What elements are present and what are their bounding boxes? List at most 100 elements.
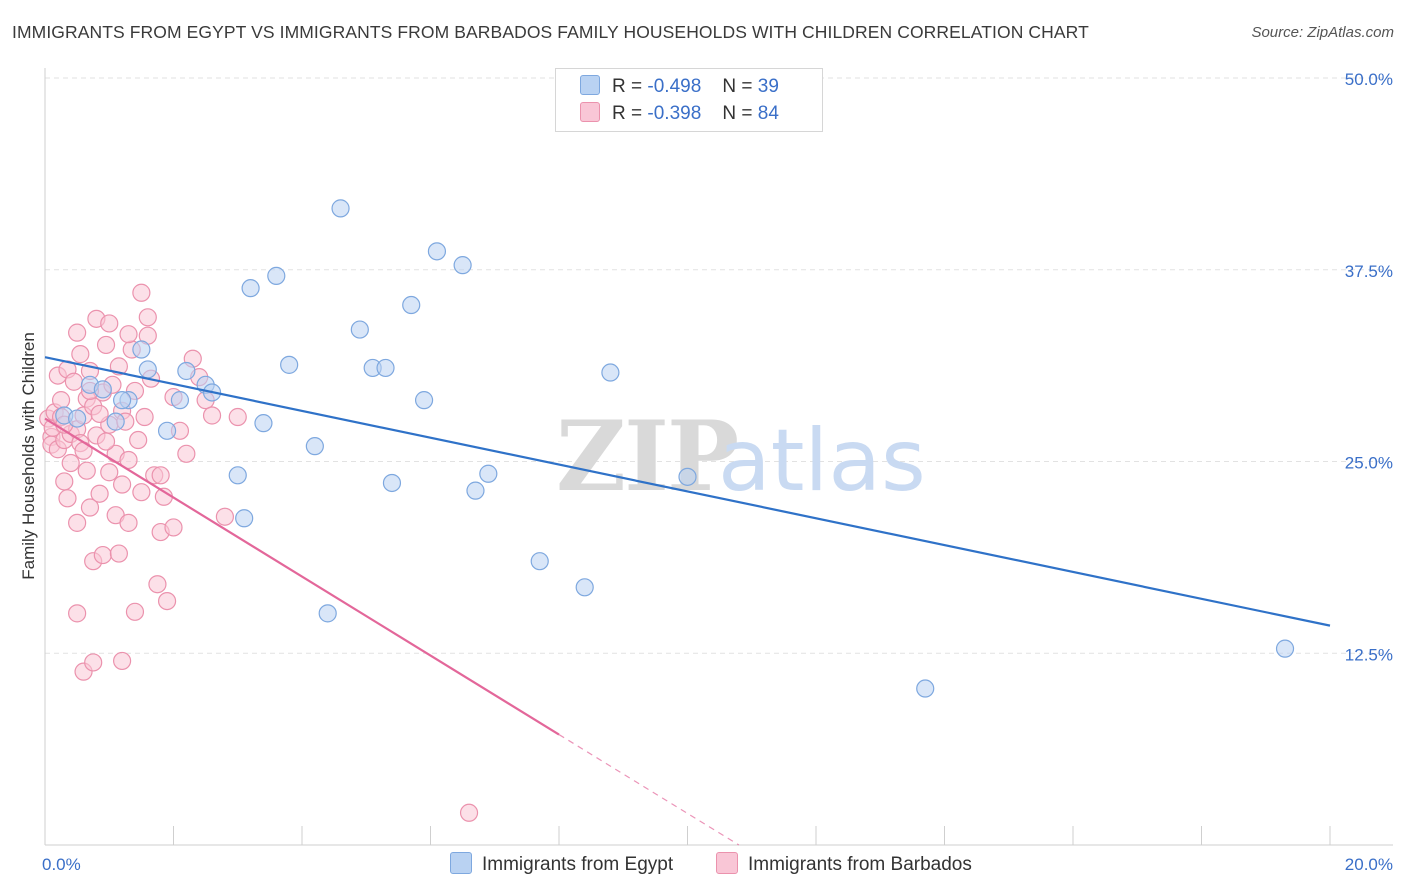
- barbados-point-33: [96, 335, 116, 355]
- egypt-point-37: [68, 409, 87, 428]
- egypt-legend-swatch: [450, 852, 472, 874]
- legend-row-egypt: R = -0.498 N = 39: [580, 75, 779, 99]
- barbados-point-65: [202, 406, 222, 425]
- egypt-point-25: [402, 295, 421, 315]
- chart-title: IMMIGRANTS FROM EGYPT VS IMMIGRANTS FROM…: [12, 22, 1089, 42]
- barbados-point-58: [157, 591, 177, 611]
- egypt-point-31: [530, 552, 549, 571]
- egypt-point-38: [112, 391, 132, 410]
- gridlines: [45, 77, 1393, 654]
- egypt-r-value: -0.498: [647, 76, 702, 97]
- y-tick-label-0: 12.5%: [1345, 645, 1393, 664]
- y-axis-label: Family Households with Children: [19, 332, 38, 580]
- egypt-point-24: [382, 473, 402, 493]
- egypt-trend-line: [44, 356, 1331, 627]
- watermark-zip: ZIP: [556, 400, 737, 513]
- barbados-point-50: [132, 283, 151, 302]
- egypt-point-16: [267, 266, 286, 285]
- barbados-point-66: [215, 507, 234, 526]
- barbados-point-18: [71, 345, 90, 364]
- barbados-swatch: [580, 102, 600, 122]
- x-tick-label-1: 20.0%: [1345, 855, 1393, 874]
- egypt-point-32: [575, 578, 594, 597]
- barbados-point-23: [77, 461, 96, 480]
- egypt-point-26: [414, 391, 434, 410]
- egypt-point-2: [93, 380, 112, 399]
- barbados-point-25: [80, 498, 100, 517]
- egypt-point-3: [106, 412, 125, 431]
- egypt-point-12: [228, 466, 247, 485]
- bottom-legend-barbados: Immigrants from Barbados: [716, 852, 972, 876]
- y-tick-label-2: 37.5%: [1345, 262, 1393, 281]
- egypt-point-20: [331, 199, 350, 218]
- legend-n-label: N =: [722, 103, 753, 124]
- egypt-point-17: [280, 355, 299, 374]
- barbados-point-81: [125, 602, 145, 621]
- barbados-point-45: [119, 513, 138, 532]
- barbados-point-9: [55, 472, 74, 491]
- barbados-point-40: [109, 544, 128, 563]
- correlation-legend: R = -0.498 N = 39 R = -0.398 N = 84: [555, 68, 823, 132]
- barbados-r-value: -0.398: [647, 103, 702, 124]
- barbados-legend-label: Immigrants from Barbados: [748, 854, 972, 875]
- egypt-point-35: [916, 679, 935, 698]
- barbados-point-17: [68, 513, 87, 532]
- barbados-point-74: [138, 308, 157, 327]
- barbados-point-71: [90, 404, 109, 424]
- barbados-point-7: [51, 391, 71, 410]
- barbados-point-32: [93, 545, 112, 565]
- barbados-point-76: [164, 518, 183, 537]
- barbados-point-82: [459, 803, 479, 822]
- barbados-point-75: [151, 466, 170, 485]
- barbados-point-35: [100, 463, 119, 482]
- bottom-legend-egypt: Immigrants from Egypt: [450, 852, 673, 876]
- barbados-point-80: [68, 604, 87, 623]
- barbados-point-83: [96, 432, 116, 451]
- barbados-point-78: [84, 653, 103, 672]
- egypt-point-14: [241, 279, 260, 298]
- egypt-point-30: [479, 464, 498, 483]
- barbados-point-48: [129, 430, 148, 450]
- barbados-point-67: [228, 407, 247, 427]
- egypt-point-34: [678, 467, 697, 486]
- y-tick-label-1: 25.0%: [1345, 454, 1393, 473]
- watermark: ZIP atlas: [556, 400, 926, 513]
- egypt-point-13: [235, 509, 254, 528]
- barbados-trend-line: [44, 417, 560, 736]
- legend-row-barbados: R = -0.398 N = 84: [580, 102, 779, 126]
- x-tick-label-0: 0.0%: [42, 855, 81, 874]
- axes: [44, 68, 1393, 846]
- barbados-point-11: [58, 489, 77, 508]
- tick-labels: 12.5% 25.0% 37.5% 50.0% 0.0% 20.0%: [42, 70, 1393, 874]
- barbados-n-value: 84: [757, 103, 779, 124]
- egypt-point-28: [453, 256, 472, 275]
- egypt-points: [55, 199, 1295, 698]
- legend-r-label: R =: [612, 76, 643, 97]
- barbados-point-61: [177, 444, 196, 463]
- barbados-point-72: [100, 314, 119, 333]
- chart-source: Source: ZipAtlas.com: [1251, 24, 1394, 41]
- barbados-legend-swatch: [716, 852, 738, 874]
- barbados-point-15: [68, 323, 87, 342]
- egypt-point-19: [318, 604, 337, 623]
- watermark-atlas: atlas: [718, 411, 926, 511]
- barbados-point-42: [112, 475, 132, 494]
- egypt-point-8: [170, 391, 190, 410]
- egypt-point-23: [376, 358, 395, 378]
- egypt-point-27: [427, 242, 447, 261]
- egypt-point-33: [601, 363, 620, 382]
- barbados-point-30: [90, 484, 109, 503]
- egypt-point-36: [1275, 639, 1295, 658]
- barbados-points: [39, 283, 479, 822]
- egypt-point-7: [157, 421, 177, 440]
- egypt-point-29: [466, 481, 485, 500]
- egypt-n-value: 39: [757, 76, 779, 97]
- barbados-point-55: [148, 575, 167, 594]
- barbados-point-51: [135, 407, 154, 427]
- egypt-swatch: [580, 75, 600, 95]
- egypt-legend-label: Immigrants from Egypt: [482, 854, 674, 875]
- y-tick-label-3: 50.0%: [1345, 70, 1393, 89]
- barbados-point-44: [119, 450, 138, 470]
- egypt-point-21: [350, 320, 369, 339]
